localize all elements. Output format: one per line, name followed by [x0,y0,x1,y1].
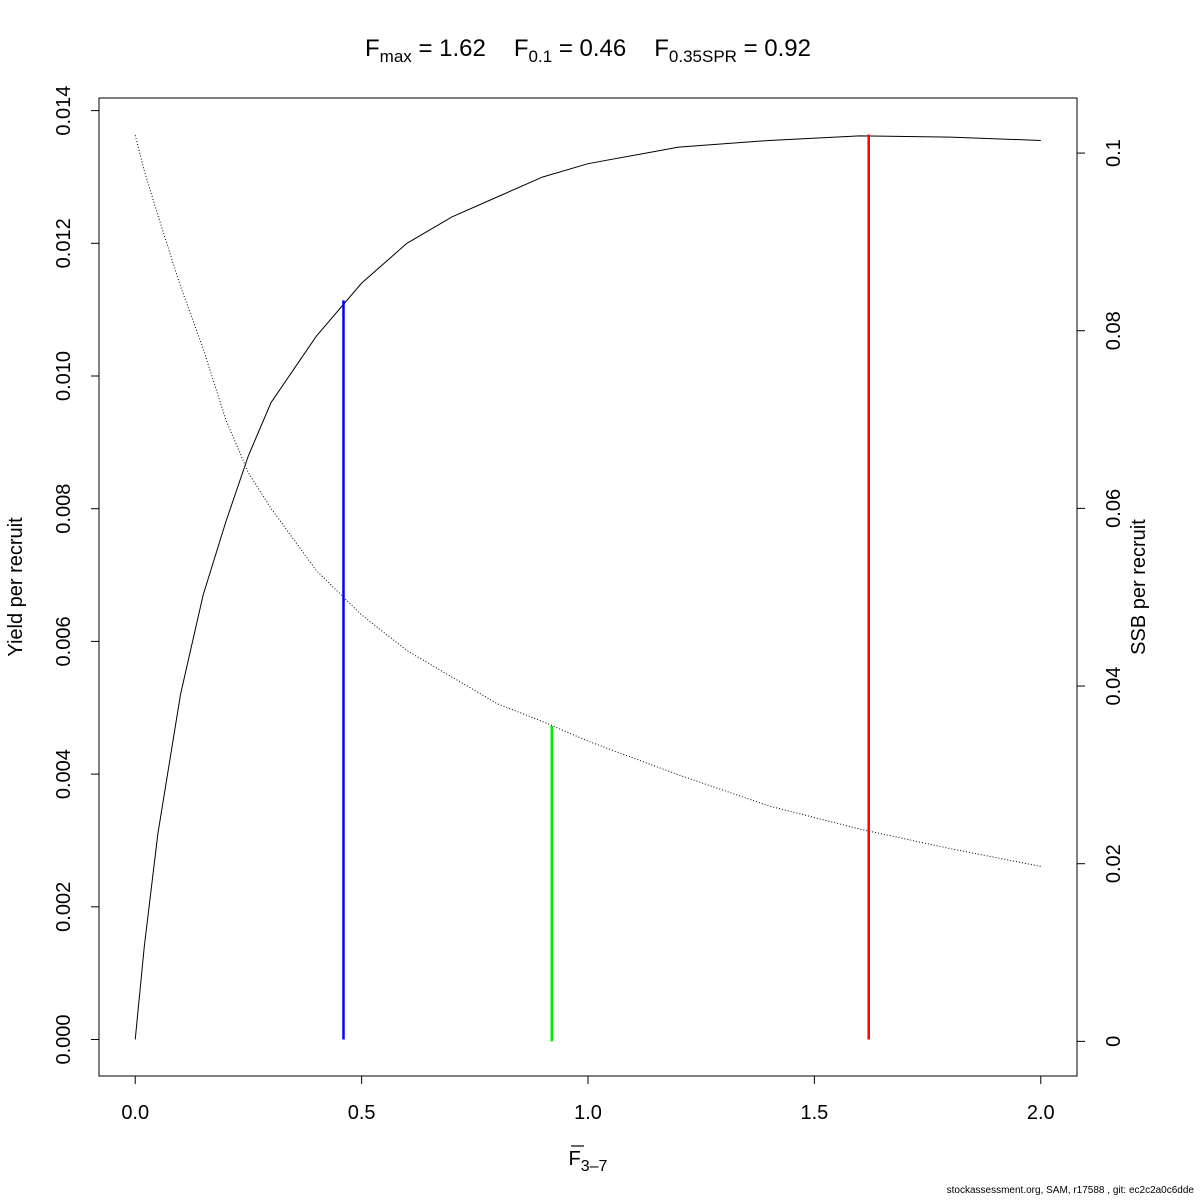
y2-axis-label: SSB per recruit [1128,519,1150,655]
x-axis-label: F3–7 [569,1148,608,1175]
title-subscript: max [380,47,413,66]
x-tick-label: 0.0 [121,1102,149,1124]
y2-tick-label: 0.06 [1103,489,1125,528]
x-tick-label: 1.0 [574,1102,602,1124]
x-label-subscript: 3–7 [581,1158,608,1175]
y2-tick-label: 0.1 [1103,139,1125,167]
y-tick-label: 0.008 [53,484,75,534]
x-tick-label: 2.0 [1027,1102,1055,1124]
x-tick-label: 0.5 [348,1102,376,1124]
title-subscript: 0.35SPR [669,47,737,66]
title-symbol: F [365,35,380,62]
y-tick-label: 0.002 [53,882,75,932]
y-tick-label: 0.012 [53,218,75,268]
y-tick-label: 0.000 [53,1014,75,1064]
y2-tick-label: 0.08 [1103,311,1125,350]
y-tick-label: 0.004 [53,749,75,799]
y2-tick-label: 0.02 [1103,844,1125,883]
x-tick-label: 1.5 [800,1102,828,1124]
plot-frame [98,97,1078,1077]
title-value: = 0.92 [737,35,811,62]
title-subscript: 0.1 [529,47,553,66]
curve [134,135,1041,867]
title-value: = 1.62 [412,35,486,62]
title-symbol: F [654,35,669,62]
x-label-symbol: F [569,1148,581,1170]
y2-tick-label: 0.04 [1103,667,1125,706]
title-symbol: F [514,35,529,62]
y-tick-label: 0.006 [53,616,75,666]
y-axis-label: Yield per recruit [5,517,27,657]
y2-tick-label: 0 [1103,1036,1125,1047]
curve [134,135,1041,1040]
y-tick-label: 0.014 [53,86,75,136]
y-tick-label: 0.010 [53,351,75,401]
chart-title: Fmax = 1.62 F0.1 = 0.46 F0.35SPR = 0.92 [365,35,811,66]
title-value: = 0.46 [552,35,626,62]
footer: stockassessment.org, SAM, r17588 , git: … [947,1185,1195,1196]
